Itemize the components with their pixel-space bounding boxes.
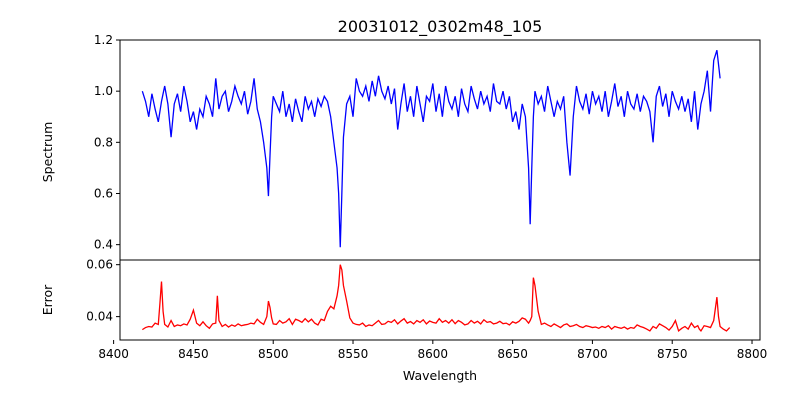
- spectrum-panel: 0.4 0.6 0.8 1.0 1.2 Spectrum: [40, 33, 761, 261]
- error-x-tick-label: 8650: [497, 347, 528, 361]
- chart-title: 20031012_0302m48_105: [338, 17, 543, 37]
- spectrum-y-tick-label: 1.2: [94, 33, 113, 47]
- error-x-tick-label: 8500: [258, 347, 289, 361]
- error-x-tick-label: 8800: [737, 347, 768, 361]
- error-y-axis: 0.04 0.06: [86, 258, 120, 324]
- error-x-tick-label: 8450: [178, 347, 209, 361]
- error-x-axis: 8400 8450 8500 8550 8600 8650 8700 8750 8800: [98, 340, 767, 361]
- error-panel: 0.04 0.06 8400 8450 8500 8550 8600 8650 8700 875…: [40, 258, 767, 383]
- spectrum-y-axis-label: Spectrum: [40, 122, 55, 183]
- spectrum-y-axis: 0.4 0.6 0.8 1.0 1.2: [94, 33, 120, 252]
- error-x-tick-label: 8400: [98, 347, 129, 361]
- error-series-line: [141, 264, 731, 333]
- x-axis-label: Wavelength: [403, 368, 477, 383]
- error-y-tick-label: 0.06: [86, 258, 113, 272]
- error-x-tick-label: 8600: [418, 347, 449, 361]
- spectrum-y-tick-label: 0.4: [94, 238, 113, 252]
- spectrum-y-tick-label: 1.0: [94, 84, 113, 98]
- spectrum-series-line: [141, 50, 721, 248]
- spectrum-y-tick-label: 0.6: [94, 186, 113, 200]
- error-x-tick-label: 8700: [577, 347, 608, 361]
- error-plot-frame: [119, 259, 761, 341]
- error-y-tick-label: 0.04: [86, 310, 113, 324]
- error-x-tick-label: 8750: [657, 347, 688, 361]
- error-y-axis-label: Error: [40, 284, 55, 315]
- error-x-tick-label: 8550: [338, 347, 369, 361]
- spectrum-y-tick-label: 0.8: [94, 135, 113, 149]
- spectrum-plot-frame: [119, 39, 761, 261]
